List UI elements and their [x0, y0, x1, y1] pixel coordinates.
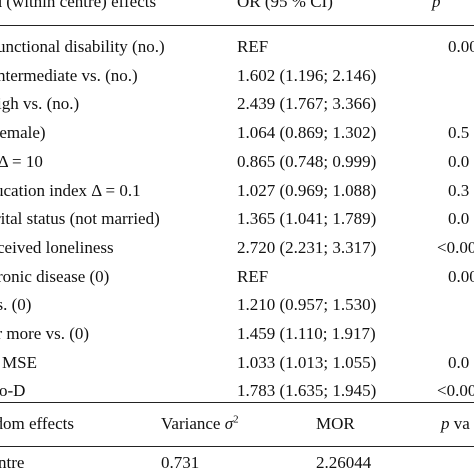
effect-label: (female)	[0, 123, 46, 143]
fixed-effects-header-row: ed (within centre) effects OR (95 % CI) …	[0, 0, 474, 15]
p-value: 0.3	[448, 180, 470, 200]
or-ci-value: 2.439 (1.767; 3.366)	[237, 94, 377, 114]
table-row: ronic disease (0) REF 0.00	[0, 264, 474, 290]
or-ci-value: 1.602 (1.196; 2.146)	[237, 65, 377, 85]
table-row: o-D 1.783 (1.635; 1.945) <0.00	[0, 378, 474, 404]
effect-label: e Δ = 10	[0, 151, 43, 171]
effect-label: o-D	[0, 381, 26, 401]
random-effects-header: ndom effects	[0, 414, 74, 433]
effect-label: rital status (not married)	[0, 209, 160, 229]
p-value-header: p**	[432, 0, 452, 11]
random-effects-row: ntre 0.731 2.26044	[0, 450, 474, 474]
p-value-random-header: p va	[441, 414, 470, 433]
random-effects-header-row: ndom effects Variance σ2 MOR p va	[0, 411, 474, 437]
effect-label: ceived loneliness	[0, 237, 114, 257]
mor-value: 2.26044	[316, 453, 372, 472]
fixed-effects-header: ed (within centre) effects	[0, 0, 157, 11]
effect-label: ucation index Δ = 0.1	[0, 180, 141, 200]
or-ci-value: REF	[237, 37, 269, 56]
or-ci-value: 1.033 (1.013; 1.055)	[237, 352, 377, 372]
variance-header: Variance σ2	[161, 413, 239, 433]
p-value: 0.00	[448, 266, 474, 286]
or-ci-value: 1.210 (0.957; 1.530)	[237, 295, 377, 315]
p-value: <0.00	[437, 237, 474, 257]
table-row: e Δ = 10 0.865 (0.748; 0.999) 0.0	[0, 149, 474, 175]
header-divider	[0, 25, 474, 26]
or-ci-value: 1.783 (1.635; 1.945)	[237, 381, 377, 401]
effect-label: vs. (0)	[0, 295, 32, 315]
effect-label: unctional disability (no.)	[0, 37, 165, 56]
or-ci-value: 1.064 (0.869; 1.302)	[237, 123, 377, 143]
random-header-divider	[0, 446, 474, 447]
table-row: ntermediate vs. (no.) 1.602 (1.196; 2.146…	[0, 63, 474, 89]
table-row: (female) 1.064 (0.869; 1.302) 0.5	[0, 120, 474, 146]
table-row: igh vs. (no.) 2.439 (1.767; 3.366)	[0, 91, 474, 117]
table-row: vs. (0) 1.210 (0.957; 1.530)	[0, 292, 474, 318]
random-effect-label: ntre	[0, 453, 25, 472]
p-value: 0.5	[448, 123, 470, 143]
effect-label: ntermediate vs. (no.)	[0, 65, 138, 85]
effect-label: or more vs. (0)	[0, 324, 90, 343]
p-value: 0.00	[448, 37, 474, 56]
p-value: 0.0	[448, 151, 470, 171]
p-value: <0.00	[437, 381, 474, 401]
variance-value: 0.731	[161, 453, 200, 472]
or-ci-value: 0.865 (0.748; 0.999)	[237, 151, 377, 171]
effect-label: MSE	[2, 352, 37, 372]
effect-label: ronic disease (0)	[0, 266, 110, 286]
or-ci-header: OR (95 % CI)	[237, 0, 333, 11]
table-row: unctional disability (no.) REF 0.00	[0, 34, 474, 60]
effect-label: igh vs. (no.)	[0, 94, 80, 114]
p-value: 0.0	[448, 209, 470, 229]
or-ci-value: 1.459 (1.110; 1.917)	[237, 324, 376, 343]
table-row: MSE 1.033 (1.013; 1.055) 0.0	[0, 350, 474, 376]
or-ci-value: REF	[237, 266, 269, 286]
p-value: 0.0	[448, 352, 470, 372]
or-ci-value: 2.720 (2.231; 3.317)	[237, 237, 377, 257]
section-divider	[0, 402, 474, 403]
table-row: or more vs. (0) 1.459 (1.110; 1.917)	[0, 321, 474, 347]
table-row: ceived loneliness 2.720 (2.231; 3.317) <0.…	[0, 235, 474, 261]
table-row: ucation index Δ = 0.1 1.027 (0.969; 1.088…	[0, 178, 474, 204]
mor-header: MOR	[316, 414, 355, 433]
or-ci-value: 1.365 (1.041; 1.789)	[237, 209, 377, 229]
or-ci-value: 1.027 (0.969; 1.088)	[237, 180, 377, 200]
table-row: rital status (not married) 1.365 (1.041; …	[0, 206, 474, 232]
